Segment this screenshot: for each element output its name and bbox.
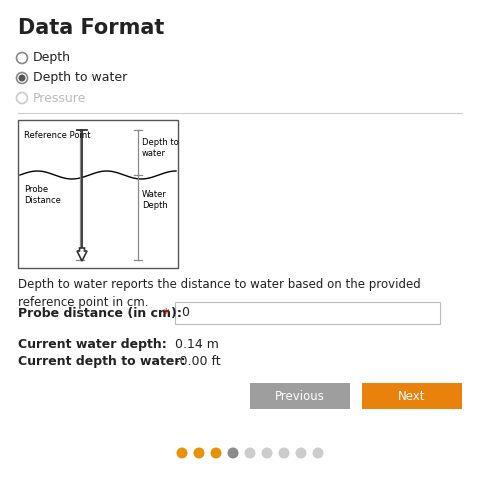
Circle shape [312,448,324,458]
Circle shape [16,93,28,103]
Text: Probe
Distance: Probe Distance [24,185,61,205]
Circle shape [278,448,289,458]
Text: Depth to
water: Depth to water [142,138,179,158]
FancyArrow shape [77,248,87,261]
Text: Current depth to water:: Current depth to water: [18,355,186,368]
Bar [362,383,462,409]
Circle shape [296,448,306,458]
Text: *: * [163,307,169,319]
Text: Previous: Previous [275,389,325,402]
Circle shape [19,75,25,81]
Circle shape [194,448,204,458]
Text: Data Format: Data Format [18,18,165,38]
Circle shape [244,448,256,458]
Text: Depth: Depth [33,52,71,65]
Text: Probe distance (in cm):: Probe distance (in cm): [18,307,182,319]
Circle shape [210,448,222,458]
Text: -0.00 ft: -0.00 ft [175,355,220,368]
Text: 0: 0 [181,307,189,319]
Bar [18,120,178,268]
Text: Depth to water reports the distance to water based on the provided
reference poi: Depth to water reports the distance to w… [18,278,421,309]
Bar [250,383,350,409]
Bar [175,302,440,324]
Text: Depth to water: Depth to water [33,71,127,85]
Text: Current water depth:: Current water depth: [18,338,167,351]
Circle shape [16,72,28,84]
Circle shape [176,448,188,458]
Circle shape [228,448,238,458]
Circle shape [262,448,272,458]
Circle shape [16,53,28,63]
Text: Reference Point: Reference Point [24,131,90,140]
Text: Pressure: Pressure [33,91,86,104]
Text: Next: Next [398,389,426,402]
Text: 0.14 m: 0.14 m [175,338,219,351]
Text: Water
Depth: Water Depth [142,190,168,210]
